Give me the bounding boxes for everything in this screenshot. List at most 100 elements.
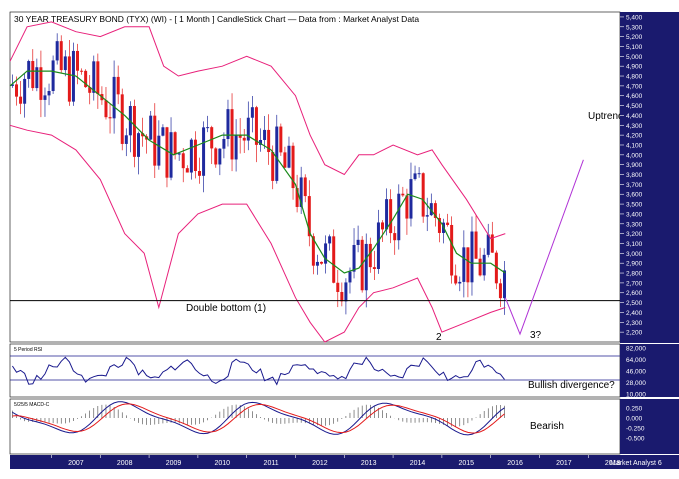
candle-body <box>336 282 340 292</box>
price-tick-label: 4,000 <box>626 152 643 159</box>
candle-body <box>299 177 303 207</box>
candle-body <box>470 231 474 283</box>
candle-body <box>31 61 35 89</box>
watermark: Market Analyst 6 <box>610 460 662 467</box>
candle-body <box>76 50 80 71</box>
macd-panel: 5/25/5 MACD-C Bearish 0.250 0.000 -0.250 -0… <box>9 398 679 455</box>
candle-body <box>15 84 19 97</box>
candle-body <box>291 145 295 189</box>
candle-body <box>267 129 271 153</box>
macd-line <box>12 401 505 436</box>
price-tick-label: 3,600 <box>626 192 643 199</box>
candle-body <box>356 239 360 245</box>
price-tick-label: 4,200 <box>626 133 643 140</box>
price-tick-label: 5,300 <box>626 24 643 31</box>
candle-body <box>23 78 27 104</box>
candle-body <box>397 193 401 241</box>
candle-body <box>92 61 96 93</box>
price-tick-label: 2,500 <box>626 300 643 307</box>
candle-body <box>263 129 267 140</box>
candle-body <box>311 236 315 266</box>
candle-body <box>421 173 425 217</box>
candle-body <box>112 76 116 119</box>
candle-body <box>393 233 397 241</box>
candle-body <box>226 109 230 140</box>
annotation-bullish: Bullish divergence? <box>528 380 615 391</box>
moving-average-line <box>9 70 506 274</box>
annotation-double-bottom: Double bottom (1) <box>186 303 266 314</box>
x-tick-label: 2018 <box>605 460 621 467</box>
macd-signal-line <box>12 403 505 434</box>
chart-title: 30 YEAR TREASURY BOND (TYX) (WI) - [ 1 M… <box>14 14 419 24</box>
price-tick-label: 2,400 <box>626 310 643 317</box>
price-y-axis: 5,400 5,300 5,200 5,100 5,000 4,900 4,800 4,700… <box>620 12 679 343</box>
bollinger-lower-line <box>9 124 506 343</box>
x-tick-label: 2014 <box>410 460 426 467</box>
candle-body <box>161 127 165 136</box>
price-tick-label: 4,900 <box>626 64 643 71</box>
annotation-2: 2 <box>436 332 442 343</box>
candle-body <box>320 261 324 264</box>
candle-body <box>446 222 450 225</box>
price-tick-label: 5,400 <box>626 14 643 21</box>
candle-body <box>169 132 173 178</box>
candle-body <box>39 67 43 100</box>
x-tick-label: 2010 <box>214 460 230 467</box>
candle-body <box>218 148 222 165</box>
rsi-panel: 5 Period RSI Bullish divergence? 82,000 6… <box>9 343 679 399</box>
candle-body <box>157 135 161 166</box>
candle-body <box>328 236 332 244</box>
price-tick-label: 4,100 <box>626 142 643 149</box>
rsi-axis-bar <box>620 344 679 397</box>
rsi-tick-label: 82,000 <box>626 346 646 353</box>
candle-body <box>259 139 263 145</box>
x-axis-ticks: 2007 2008 2009 2010 2011 2012 2013 2014 2015 2016… <box>51 455 621 467</box>
candle-body <box>307 196 311 237</box>
candle-body <box>287 145 291 168</box>
bollinger-upper-line <box>9 21 506 240</box>
candle-body <box>198 171 202 176</box>
candle-body <box>368 243 372 268</box>
candle-body <box>71 50 75 102</box>
candle-body <box>372 267 376 270</box>
candle-body <box>385 199 389 230</box>
x-tick-label: 2017 <box>556 460 572 467</box>
price-tick-label: 4,400 <box>626 113 643 120</box>
candle-body <box>80 70 84 72</box>
candle-body <box>360 239 364 291</box>
candle-body <box>108 117 112 119</box>
price-tick-label: 3,000 <box>626 251 643 258</box>
price-panel: 30 YEAR TREASURY BOND (TYX) (WI) - [ 1 M… <box>9 11 624 343</box>
candle-body <box>59 41 63 71</box>
candle-body <box>413 173 417 180</box>
candle-body <box>116 76 120 95</box>
rsi-tick-label: 10,000 <box>626 392 646 399</box>
macd-tick-label: -0.500 <box>626 436 645 443</box>
candle-body <box>206 127 210 129</box>
candle-body <box>141 133 145 137</box>
candle-body <box>405 195 409 219</box>
annotation-3: 3? <box>530 330 542 341</box>
macd-axis-bar <box>620 399 679 454</box>
candle-body <box>19 96 23 104</box>
x-tick-label: 2013 <box>361 460 377 467</box>
candle-body <box>364 243 368 291</box>
price-tick-label: 2,200 <box>626 330 643 337</box>
candle-body <box>27 61 31 79</box>
annotation-bearish: Bearish <box>530 421 564 432</box>
price-tick-label: 3,200 <box>626 231 643 238</box>
candle-body <box>185 168 189 173</box>
candle-body <box>165 127 169 178</box>
candle-body <box>340 291 344 302</box>
candle-body <box>104 100 108 118</box>
candle-body <box>230 109 234 160</box>
candle-body <box>210 127 214 149</box>
x-tick-label: 2011 <box>264 460 279 467</box>
candle-body <box>250 107 254 118</box>
candle-body <box>137 133 141 157</box>
rsi-axis-ticks: 82,000 64,000 46,000 28,000 10,000 <box>626 346 646 399</box>
candle-body <box>458 281 462 284</box>
candle-body <box>490 234 494 253</box>
candle-body <box>498 283 502 299</box>
